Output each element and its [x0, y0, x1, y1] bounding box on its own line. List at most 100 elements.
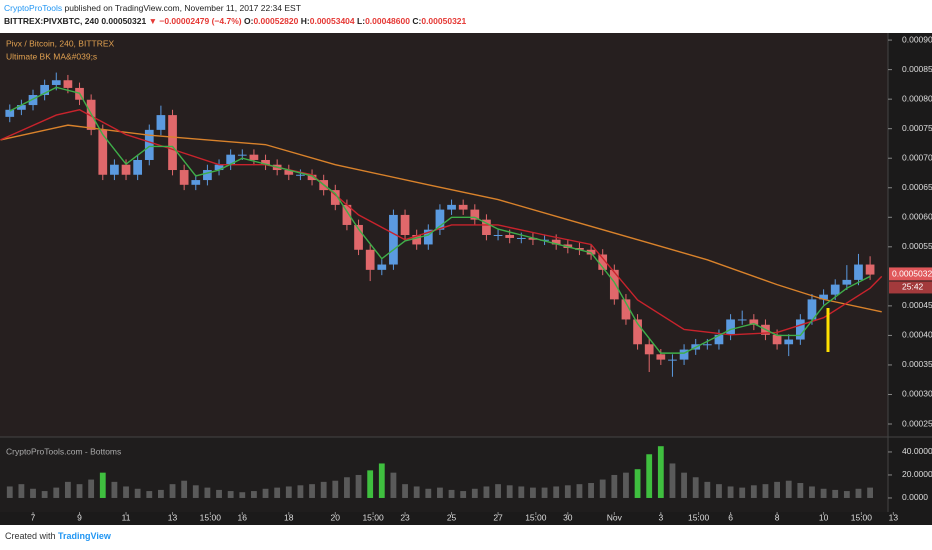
- y-tick-label: 0.00040000: [902, 330, 932, 340]
- candle-body: [377, 264, 387, 270]
- bottom-bar: [669, 463, 676, 498]
- candle-body: [656, 354, 666, 360]
- candle-body: [447, 204, 456, 210]
- bottom-bar: [855, 488, 862, 498]
- bottom-bar: [634, 469, 641, 498]
- bottom-bar: [274, 487, 281, 498]
- bottom-bar: [390, 472, 397, 498]
- bottom-bar: [576, 484, 583, 498]
- bottom-bar: [64, 481, 71, 498]
- publisher[interactable]: CryptoProTools: [4, 3, 63, 13]
- candle-body: [214, 164, 224, 171]
- candle-body: [749, 319, 759, 325]
- x-tick-label: 25: [447, 512, 457, 522]
- bottom-bar: [30, 488, 36, 498]
- candle-body: [354, 224, 363, 250]
- y-tick-label: 40.0000: [902, 446, 932, 456]
- bottom-bar: [76, 484, 83, 498]
- y-tick-label: 0.00065000: [902, 182, 932, 192]
- candle-body: [400, 214, 410, 235]
- candle-body: [121, 164, 131, 175]
- bottom-bar: [530, 487, 536, 498]
- candle-body: [609, 269, 619, 300]
- candle-body: [330, 190, 340, 205]
- moving-average: [0, 109, 883, 336]
- x-tick-label: 11: [122, 512, 131, 522]
- symbol: BITTREX:PIVXBTC, 240: [4, 16, 99, 26]
- bottom-bar: [262, 488, 269, 498]
- x-tick-label: 30: [563, 512, 573, 522]
- bottom-bar: [146, 491, 153, 498]
- bottom-bar: [750, 485, 757, 498]
- candle-body: [772, 334, 782, 345]
- bottom-bar: [460, 491, 467, 498]
- bottom-bar: [123, 486, 129, 498]
- bottom-bar: [332, 480, 339, 498]
- bottom-bar: [216, 489, 222, 498]
- c-key: C:: [412, 16, 422, 26]
- bottom-bar: [251, 491, 257, 498]
- last: 0.00050321: [101, 16, 147, 26]
- x-tick-label: 9: [77, 512, 82, 522]
- x-tick-label: 15:00: [851, 512, 873, 522]
- candle-body: [5, 109, 15, 117]
- candle-body: [179, 170, 189, 185]
- candle-body: [17, 105, 26, 110]
- candle-body: [296, 174, 305, 176]
- bottom-bar: [774, 481, 780, 498]
- candle-body: [40, 84, 50, 96]
- bottom-bar: [111, 481, 118, 498]
- bottom-bar: [425, 488, 432, 498]
- candle-body: [795, 319, 805, 340]
- x-tick-label: 15:00: [525, 512, 547, 522]
- bottom-bar: [867, 487, 874, 498]
- bottom-bar: [204, 487, 211, 498]
- bottom-bar: [192, 485, 199, 498]
- x-tick-label: 3: [658, 512, 663, 522]
- x-tick-label: 23: [400, 512, 410, 522]
- y-tick-label: 0.00085000: [902, 64, 932, 74]
- bottom-bar: [448, 489, 455, 498]
- bottom-bar: [355, 474, 362, 498]
- o-key: O:: [244, 16, 254, 26]
- candle-body: [156, 115, 166, 130]
- quote-line: BITTREX:PIVXBTC, 240 0.00050321 ▼ −0.000…: [4, 16, 466, 26]
- bottom-bar: [309, 484, 315, 498]
- moving-average: [0, 124, 882, 313]
- candle-body: [63, 80, 73, 88]
- bottom-bar: [367, 470, 374, 498]
- bottom-bar: [588, 483, 594, 498]
- candle-body: [168, 115, 177, 171]
- y-tick-label: 0.00035000: [902, 359, 932, 369]
- x-tick-label: 15:00: [688, 512, 710, 522]
- created-with: Created with: [5, 531, 56, 541]
- brand[interactable]: TradingView: [58, 531, 111, 541]
- y-tick-label: 0.00090000: [902, 34, 932, 44]
- l-key: L:: [357, 16, 366, 26]
- candle-body: [528, 237, 538, 240]
- candle-body: [493, 235, 503, 236]
- bottom-bar: [820, 488, 827, 498]
- h-key: H:: [300, 16, 310, 26]
- countdown: 25:42: [902, 282, 924, 292]
- candle-body: [435, 209, 445, 230]
- y-tick-label: 0.00075000: [902, 123, 932, 133]
- candle-body: [412, 235, 422, 245]
- bottom-bar: [553, 486, 560, 498]
- candle-body: [644, 344, 654, 355]
- lower-pane: [0, 437, 888, 512]
- bottom-bar: [41, 491, 48, 498]
- candle-body: [482, 219, 491, 235]
- candle-body: [679, 349, 689, 360]
- bottom-bar: [564, 485, 571, 498]
- bottom-bar: [739, 487, 746, 498]
- y-tick-label: 0.00080000: [902, 93, 932, 103]
- l-val: 0.00048600: [365, 16, 410, 26]
- candle-body: [784, 339, 794, 345]
- bottom-bar: [483, 486, 490, 498]
- bottom-bar: [297, 485, 304, 498]
- bottom-bar: [157, 489, 164, 498]
- candle-body: [133, 159, 143, 175]
- bottom-bar: [6, 486, 13, 498]
